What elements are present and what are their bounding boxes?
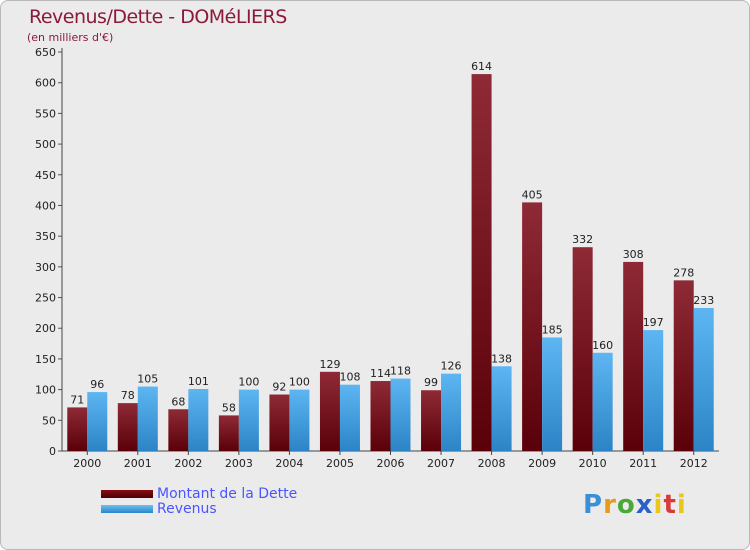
bar-debt [471,74,492,452]
chart-subtitle: (en milliers d'€) [27,31,114,44]
bar-debt [117,403,138,451]
x-tick-label: 2008 [478,457,506,470]
data-label-debt: 129 [319,358,340,371]
bar-revenue [390,378,411,451]
bar-debt [673,280,694,451]
y-tick-label: 650 [35,46,56,59]
data-label-revenue: 160 [592,339,613,352]
data-label-debt: 278 [673,266,694,279]
bar-revenue [289,389,310,451]
y-tick-label: 550 [35,107,56,120]
bar-revenue [188,389,209,451]
x-tick-label: 2012 [680,457,708,470]
y-tick-label: 600 [35,77,56,90]
bar-revenue [491,366,512,451]
bar-revenue [643,330,664,451]
data-label-debt: 71 [70,393,84,406]
x-tick-label: 2000 [73,457,101,470]
bar-debt [623,261,644,451]
bar-revenue [592,352,613,451]
bar-debt [218,415,239,451]
data-label-debt: 614 [471,60,492,73]
data-label-revenue: 100 [289,376,310,389]
data-label-debt: 78 [121,389,135,402]
bar-debt [319,371,340,451]
bar-debt [67,407,88,451]
data-label-revenue: 233 [693,294,714,307]
bar-revenue [87,392,108,451]
data-label-debt: 405 [522,188,543,201]
data-label-debt: 92 [272,381,286,394]
data-label-debt: 58 [222,401,236,414]
bar-revenue [693,307,714,451]
proxiti-logo: Proxiti [583,490,687,520]
y-tick-label: 250 [35,292,56,305]
y-tick-label: 150 [35,353,56,366]
bar-revenue [238,389,259,451]
legend-item-debt: Montant de la Dette [101,485,298,502]
y-tick-label: 100 [35,384,56,397]
bar-debt [421,390,442,451]
bar-revenue [441,373,462,451]
x-tick-label: 2001 [124,457,152,470]
data-label-debt: 68 [171,395,185,408]
data-label-debt: 99 [424,376,438,389]
y-tick-label: 0 [49,445,56,458]
x-tick-label: 2010 [579,457,607,470]
bar-debt [168,409,189,451]
x-tick-label: 2006 [377,457,405,470]
x-tick-label: 2004 [275,457,303,470]
x-tick-label: 2007 [427,457,455,470]
bar-debt [269,394,290,451]
bar-debt [370,381,391,451]
data-label-revenue: 197 [643,316,664,329]
legend-swatch-revenue [101,504,153,513]
x-tick-label: 2009 [528,457,556,470]
y-tick-label: 300 [35,261,56,274]
y-tick-label: 450 [35,169,56,182]
bar-revenue [339,384,360,451]
legend-swatch-debt [101,489,153,498]
x-tick-label: 2003 [225,457,253,470]
x-tick-label: 2005 [326,457,354,470]
x-tick-label: 2011 [629,457,657,470]
data-label-revenue: 138 [491,352,512,365]
data-label-revenue: 126 [441,360,462,373]
data-label-debt: 332 [572,233,593,246]
bar-debt [522,202,543,451]
data-label-revenue: 101 [188,375,209,388]
bar-revenue [542,337,563,451]
data-label-debt: 308 [623,248,644,261]
data-label-revenue: 185 [542,323,563,336]
legend-label-revenue: Revenus [157,500,217,517]
legend: Montant de la Dette Revenus [101,485,298,517]
data-label-revenue: 108 [339,371,360,384]
legend-item-revenue: Revenus [101,500,297,517]
bar-revenue [137,386,158,451]
y-tick-label: 50 [42,414,56,427]
legend-label-debt: Montant de la Dette [157,485,298,502]
data-label-revenue: 118 [390,365,411,378]
data-label-debt: 114 [370,367,391,380]
y-tick-label: 350 [35,230,56,243]
x-tick-label: 2002 [174,457,202,470]
data-label-revenue: 96 [90,378,104,391]
data-label-revenue: 105 [137,373,158,386]
data-label-revenue: 100 [238,376,259,389]
bar-debt [572,247,593,451]
y-tick-label: 400 [35,199,56,212]
y-tick-label: 200 [35,322,56,335]
y-tick-label: 500 [35,138,56,151]
chart-title: Revenus/Dette - DOMéLIERS [29,6,287,28]
